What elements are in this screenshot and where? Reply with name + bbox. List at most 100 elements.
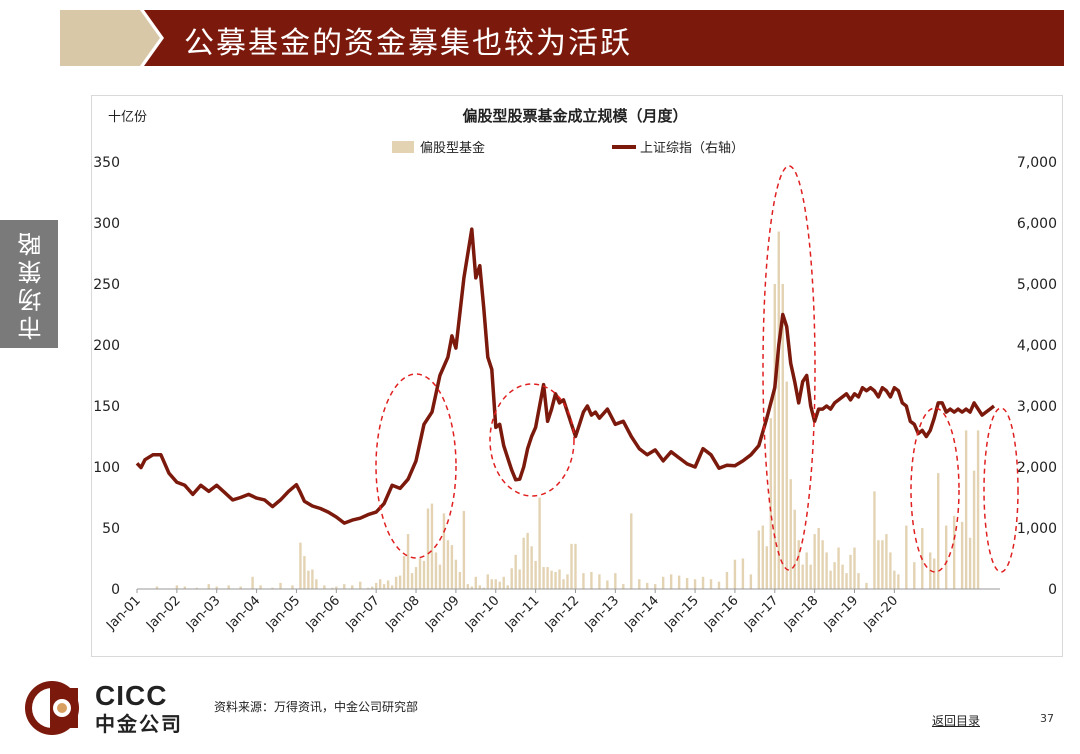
bar [410, 573, 414, 589]
bar [486, 574, 489, 589]
bar [343, 584, 346, 589]
bar [406, 534, 410, 589]
bar [574, 543, 577, 589]
bar [570, 543, 573, 589]
page-number: 37 [1040, 712, 1054, 725]
bar [685, 578, 689, 589]
x-axis-tick-label: Jan-16 [701, 593, 742, 634]
bar [773, 284, 776, 589]
bar [885, 534, 888, 589]
bar [303, 556, 306, 589]
source-note: 资料来源：万得资讯，中金公司研究部 [214, 700, 419, 714]
bar [494, 579, 497, 589]
highlight-ellipse-2010 [489, 383, 575, 497]
x-axis-tick-label: Jan-19 [821, 593, 862, 634]
x-axis-tick-label: Jan-20 [861, 593, 902, 634]
bar [299, 542, 302, 589]
left-axis-unit: 十亿份 [108, 110, 147, 125]
bar [315, 579, 318, 589]
x-axis-tick-label: Jan-06 [303, 593, 344, 634]
bar [905, 525, 908, 589]
bar [566, 574, 569, 589]
chart-frame [91, 95, 1063, 657]
bar [251, 576, 254, 589]
bar [386, 580, 390, 589]
bar [933, 558, 936, 589]
bar [821, 540, 824, 589]
x-axis-tick-label: Jan-01 [103, 593, 144, 634]
legend-bar-swatch [392, 141, 414, 153]
banner: 公募基金的资金募集也较为活跃 [60, 10, 1064, 66]
bar [606, 580, 609, 589]
bar [542, 567, 545, 589]
bar [972, 470, 976, 589]
bar [279, 582, 282, 589]
left-axis-tick-label: 100 [93, 460, 120, 476]
bar [430, 503, 434, 589]
highlight-ellipses [375, 165, 1019, 573]
x-axis-tick-label: Jan-11 [502, 593, 543, 634]
highlight-ellipse-2020 [983, 407, 1019, 573]
bar [717, 581, 721, 589]
bar [175, 585, 179, 589]
x-axis-tick-label: Jan-05 [263, 593, 304, 634]
bar [311, 569, 314, 589]
bar [849, 554, 852, 589]
bar [801, 564, 804, 589]
left-axis-tick-label: 250 [93, 277, 120, 293]
bar [889, 552, 892, 589]
bar [757, 530, 761, 589]
bar [865, 582, 868, 589]
bar [518, 569, 521, 589]
left-axis-tick-label: 0 [111, 582, 120, 598]
bar [438, 564, 442, 589]
bar [805, 552, 808, 589]
bar [709, 579, 713, 589]
bar [952, 515, 956, 589]
x-axis-tick-label: Jan-18 [781, 593, 822, 634]
banner-background [60, 10, 1064, 66]
x-axis-tick-label: Jan-10 [462, 593, 503, 634]
bar [562, 579, 565, 589]
x-axis-tick-label: Jan-02 [143, 593, 184, 634]
bar [809, 564, 812, 589]
bar [155, 586, 159, 589]
bar [335, 586, 338, 589]
bar [522, 537, 525, 589]
bar [777, 231, 780, 590]
right-axis-tick-label: 3,000 [1017, 399, 1057, 415]
chart-title: 偏股型股票基金成立规模（月度） [462, 107, 687, 125]
bar [937, 473, 940, 589]
cicc-logo-mark [20, 680, 79, 735]
bar [598, 574, 601, 589]
bar [582, 573, 585, 589]
right-axis-tick-label: 5,000 [1017, 277, 1057, 293]
back-to-contents-link[interactable]: 返回目录 [932, 714, 981, 728]
bar [215, 586, 218, 589]
bar [725, 571, 729, 589]
bar [482, 587, 485, 589]
bar [370, 586, 374, 589]
bar [382, 584, 386, 589]
bar [394, 576, 398, 589]
side-tab[interactable]: 市场策略 [0, 220, 58, 348]
bar [677, 575, 681, 589]
bar [227, 585, 230, 589]
bar [693, 579, 697, 589]
bar [450, 545, 454, 589]
left-axis-tick-label: 300 [93, 216, 120, 232]
bar [402, 556, 406, 589]
bar [813, 534, 816, 589]
bar [960, 521, 964, 589]
bar [510, 568, 513, 589]
bar [897, 574, 900, 589]
left-axis-tick-label: 350 [93, 155, 120, 171]
bar [733, 559, 737, 589]
right-axis-tick-label: 0 [1048, 582, 1057, 598]
bar [331, 587, 334, 589]
bar [761, 525, 765, 589]
bar [307, 570, 310, 589]
bar [498, 581, 501, 589]
bar [769, 418, 772, 589]
bar [207, 584, 210, 589]
